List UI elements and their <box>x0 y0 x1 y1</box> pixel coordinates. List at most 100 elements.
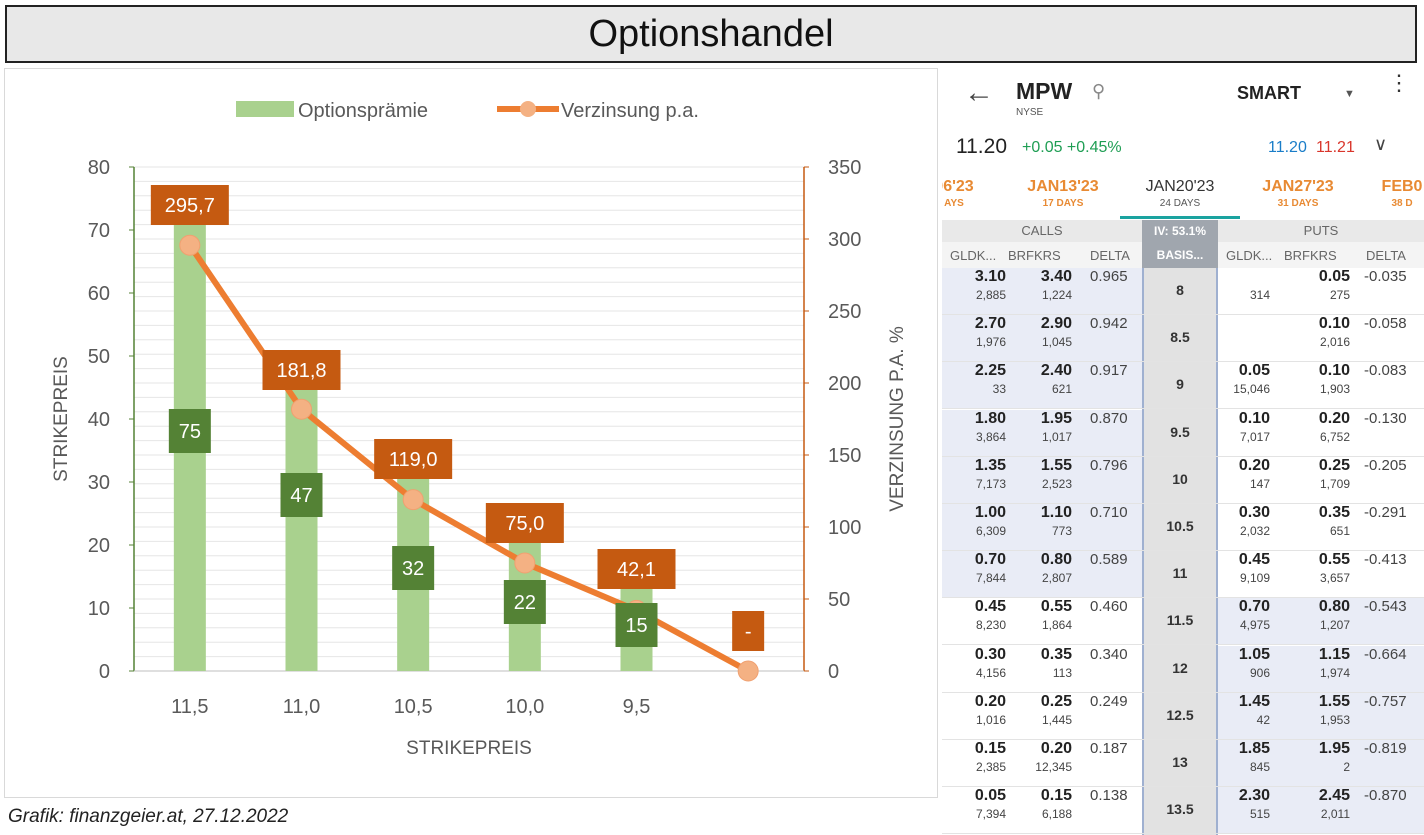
back-arrow-icon[interactable]: ← <box>964 76 994 109</box>
search-icon[interactable]: ⚲ <box>1092 81 1106 101</box>
chevron-down-icon[interactable]: ▼ <box>1344 88 1355 100</box>
call-ask-size: 1,017 <box>1041 429 1072 444</box>
put-bid-size: 4,975 <box>1239 618 1270 633</box>
put-bid-header: GLDK... <box>1226 248 1273 263</box>
call-delta: 0.460 <box>1090 598 1128 616</box>
line-label-box <box>150 185 229 225</box>
put-ask: 0.10 <box>1318 362 1350 380</box>
put-ask-header: BRFKRS <box>1284 248 1337 263</box>
line-data-label: - <box>745 621 752 643</box>
call-ask-header: BRFKRS <box>1008 248 1061 263</box>
bar <box>285 374 318 671</box>
expiry-tab-date: JAN13'23 <box>1027 178 1099 195</box>
put-ask-size: 2,016 <box>1319 335 1350 350</box>
put-ask-size: 6,752 <box>1319 429 1350 444</box>
in-the-money-highlight <box>942 551 1142 599</box>
put-bid-size: 515 <box>1249 807 1270 822</box>
call-ask: 0.25 <box>1040 692 1072 710</box>
call-ask: 0.20 <box>1040 740 1072 757</box>
page-title: Optionshandel <box>5 5 1417 63</box>
expiry-tab[interactable]: 06'23 AYS <box>942 178 974 209</box>
expiry-tab[interactable]: JAN27'23 31 DAYS <box>1242 178 1354 209</box>
call-bid-size: 4,156 <box>975 665 1006 680</box>
line-point <box>514 552 536 574</box>
call-bid: 0.15 <box>974 740 1006 757</box>
option-row[interactable]: 1.80 3,864 1.95 1,017 0.870 9.5 0.10 7,017 0.20 6… <box>942 409 1424 457</box>
x-tick-label: 11,5 <box>171 696 208 718</box>
y-tick-label: 10 <box>88 598 110 620</box>
option-row[interactable]: 2.70 1,976 2.90 1,045 0.942 8.5 0.10 2,016 -0.05… <box>942 315 1424 363</box>
expiry-tab[interactable]: JAN13'23 17 DAYS <box>1008 178 1118 209</box>
put-bid-size: 2,032 <box>1239 524 1270 538</box>
expiry-tab-days: 24 DAYS <box>1159 198 1201 209</box>
put-ask-size: 1,207 <box>1319 618 1350 633</box>
bar-data-label: 15 <box>625 615 647 637</box>
call-delta: 0.917 <box>1090 362 1128 380</box>
put-ask-size: 275 <box>1329 288 1350 302</box>
strike-price: 10.5 <box>1166 518 1194 534</box>
y-tick-label: 60 <box>88 283 110 305</box>
route-selector[interactable]: SMART <box>1237 83 1301 103</box>
option-row[interactable]: 0.05 7,394 0.15 6,188 0.138 13.5 2.30 515 2.45 2,… <box>942 787 1424 835</box>
line-point <box>737 660 759 682</box>
calls-header: CALLS <box>942 220 1142 242</box>
y2-tick-label: 50 <box>828 589 850 611</box>
call-bid-size: 2,385 <box>975 760 1006 774</box>
call-delta: 0.710 <box>1090 504 1128 521</box>
more-menu-icon[interactable]: ⋮ <box>1388 70 1410 95</box>
row-divider <box>942 738 1424 740</box>
put-bid: 0.45 <box>1238 551 1270 569</box>
call-bid: 3.10 <box>974 268 1006 285</box>
bar-label-box <box>503 580 546 624</box>
strike-price: 11.5 <box>1166 612 1194 629</box>
put-delta: -0.130 <box>1364 409 1407 427</box>
expiry-tab[interactable]: JAN20'23 24 DAYS <box>1120 178 1240 209</box>
strike-header: BASIS... <box>1142 242 1218 268</box>
put-ask: 0.20 <box>1318 409 1350 427</box>
row-divider <box>942 833 1424 835</box>
put-bid: 1.85 <box>1238 740 1270 757</box>
put-delta: -0.035 <box>1364 268 1407 285</box>
line-label-box <box>732 611 765 651</box>
put-ask: 0.80 <box>1318 598 1350 616</box>
option-row[interactable]: 1.00 6,309 1.10 773 0.710 10.5 0.30 2,032 0.35 65… <box>942 504 1424 551</box>
option-row[interactable]: 0.45 8,230 0.55 1,864 0.460 11.5 0.70 4,975 0.80… <box>942 598 1424 646</box>
put-ask: 1.55 <box>1318 692 1350 710</box>
ticker-symbol[interactable]: MPW <box>1016 78 1073 104</box>
call-bid: 0.45 <box>974 598 1006 616</box>
bar-data-label: 47 <box>290 485 312 507</box>
put-bid-size: 42 <box>1256 712 1270 727</box>
put-bid-size: 147 <box>1249 476 1270 491</box>
option-row[interactable]: 1.35 7,173 1.55 2,523 0.796 10 0.20 147 0.25 1,70… <box>942 456 1424 504</box>
expand-chevron-icon[interactable]: ∨ <box>1374 134 1388 154</box>
strike-price: 12 <box>1172 659 1188 676</box>
option-row[interactable]: 0.70 7,844 0.80 2,807 0.589 11 0.45 9,109 0.55 3,… <box>942 551 1424 599</box>
put-ask-size: 2,011 <box>1320 807 1350 822</box>
call-delta: 0.589 <box>1090 551 1128 569</box>
strike-price: 9 <box>1176 376 1184 393</box>
expiry-tab-days: AYS <box>944 198 964 209</box>
in-the-money-highlight <box>942 409 1142 457</box>
call-ask-size: 6,188 <box>1041 807 1072 822</box>
put-ask-size: 651 <box>1329 524 1350 538</box>
option-row[interactable]: 0.30 4,156 0.35 113 0.340 12 1.05 906 1.15 1,974-… <box>942 645 1424 693</box>
expiry-tab[interactable]: FEB0 38 D <box>1372 178 1424 209</box>
call-delta: 0.340 <box>1090 645 1128 663</box>
call-bid: 1.00 <box>974 504 1006 521</box>
option-row[interactable]: 0.15 2,385 0.20 12,345 0.187 13 1.85 845 1.95 2 -0… <box>942 740 1424 787</box>
option-row[interactable]: 2.25 33 2.40 621 0.917 9 0.05 15,046 0.10 1,903 -0… <box>942 362 1424 410</box>
ask-price: 11.21 <box>1316 139 1355 156</box>
call-bid-size: 1,016 <box>975 712 1006 727</box>
put-ask-size: 1,953 <box>1319 712 1350 727</box>
option-row[interactable]: 3.10 2,885 3.40 1,224 0.965 8 314 0.05 275 -0.035 <box>942 268 1424 315</box>
put-ask-size: 1,709 <box>1319 476 1350 491</box>
in-the-money-highlight <box>942 504 1142 551</box>
call-bid-size: 6,309 <box>975 524 1006 538</box>
call-bid-size: 33 <box>992 382 1006 397</box>
bar-label-box <box>168 409 211 453</box>
put-delta: -0.819 <box>1364 740 1407 757</box>
call-delta: 0.249 <box>1090 692 1128 710</box>
option-row[interactable]: 0.20 1,016 0.25 1,445 0.249 12.5 1.45 42 1.55 1,9… <box>942 692 1424 740</box>
y2-tick-label: 350 <box>828 157 861 179</box>
legend-swatch-marker <box>520 101 536 117</box>
